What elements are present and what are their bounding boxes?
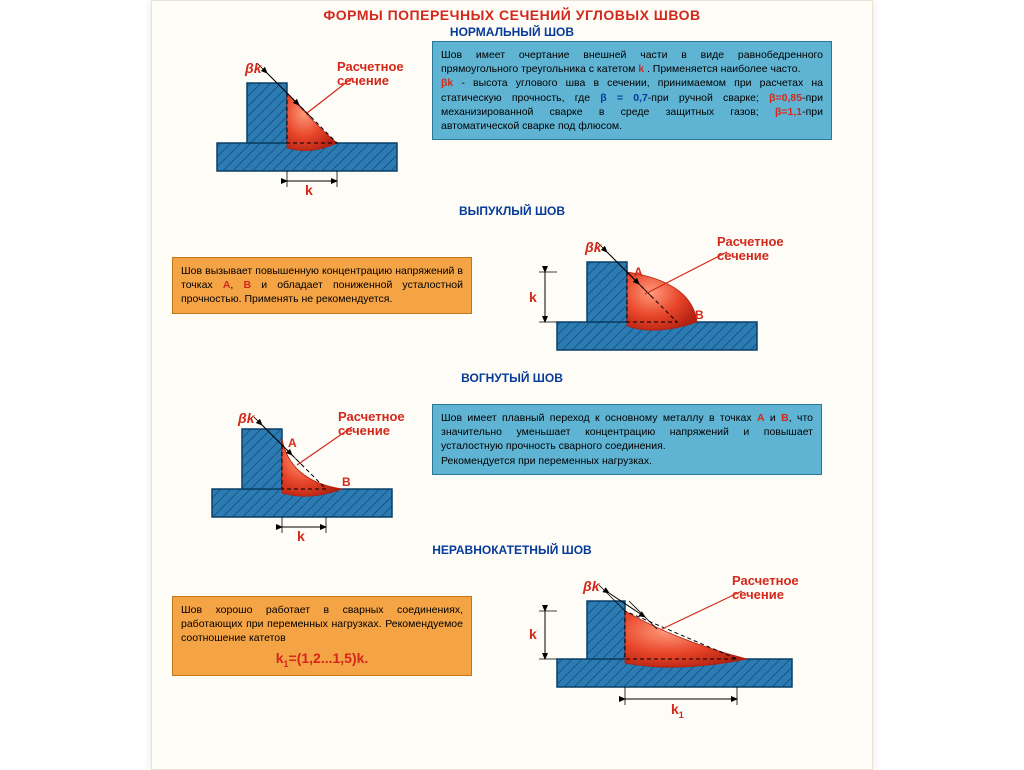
section-1-title: НОРМАЛЬНЫЙ ШОВ	[152, 25, 872, 39]
svg-text:k: k	[305, 182, 313, 198]
svg-text:k: k	[529, 626, 537, 642]
svg-text:сечение: сечение	[717, 248, 769, 263]
svg-text:Расчетное: Расчетное	[717, 234, 784, 249]
svg-text:βk: βk	[584, 239, 603, 255]
textbox-convex: Шов вызывает повышенную концентрацию нап…	[172, 257, 472, 314]
section-4: Шов хорошо работает в сварных соединения…	[152, 557, 872, 726]
svg-text:k1: k1	[671, 701, 684, 720]
svg-text:сечение: сечение	[338, 423, 390, 438]
textbox-unequal: Шов хорошо работает в сварных соединения…	[172, 596, 472, 676]
page: ФОРМЫ ПОПЕРЕЧНЫХ СЕЧЕНИЙ УГЛОВЫХ ШВОВ НО…	[151, 0, 873, 770]
diagram-convex: А Вβk k Расчетноесечение	[472, 222, 832, 377]
svg-text:В: В	[695, 308, 704, 322]
svg-text:k: k	[297, 528, 305, 544]
section-3: А Вβk k Расчетноесечение Шов имеет плавный …	[152, 385, 872, 549]
diagram-unequal: βk k k1 Расчетноесечение	[472, 561, 842, 726]
section-2: Шов вызывает повышенную концентрацию нап…	[152, 218, 872, 377]
diagram-normal: βk k Расчетноесечение	[172, 43, 432, 208]
svg-text:В: В	[342, 475, 351, 489]
section-1: βk k Расчетноесечение Шов имеет очертание …	[152, 39, 872, 208]
svg-text:Расчетное: Расчетное	[732, 573, 799, 588]
svg-text:Расчетное: Расчетное	[338, 409, 405, 424]
svg-text:А: А	[288, 436, 297, 450]
main-title: ФОРМЫ ПОПЕРЕЧНЫХ СЕЧЕНИЙ УГЛОВЫХ ШВОВ	[152, 1, 872, 23]
svg-text:А: А	[634, 265, 643, 279]
svg-text:k: k	[529, 289, 537, 305]
svg-text:βk: βk	[582, 578, 601, 594]
svg-text:βk: βk	[237, 410, 256, 426]
svg-text:Расчетное: Расчетное	[337, 59, 404, 74]
svg-text:βk: βk	[244, 60, 263, 76]
svg-text:сечение: сечение	[732, 587, 784, 602]
textbox-concave: Шов имеет плавный переход к основному ме…	[432, 404, 822, 475]
textbox-normal: Шов имеет очертание внешней части в виде…	[432, 41, 832, 140]
diagram-concave: А Вβk k Расчетноесечение	[172, 389, 432, 549]
svg-text:сечение: сечение	[337, 73, 389, 88]
